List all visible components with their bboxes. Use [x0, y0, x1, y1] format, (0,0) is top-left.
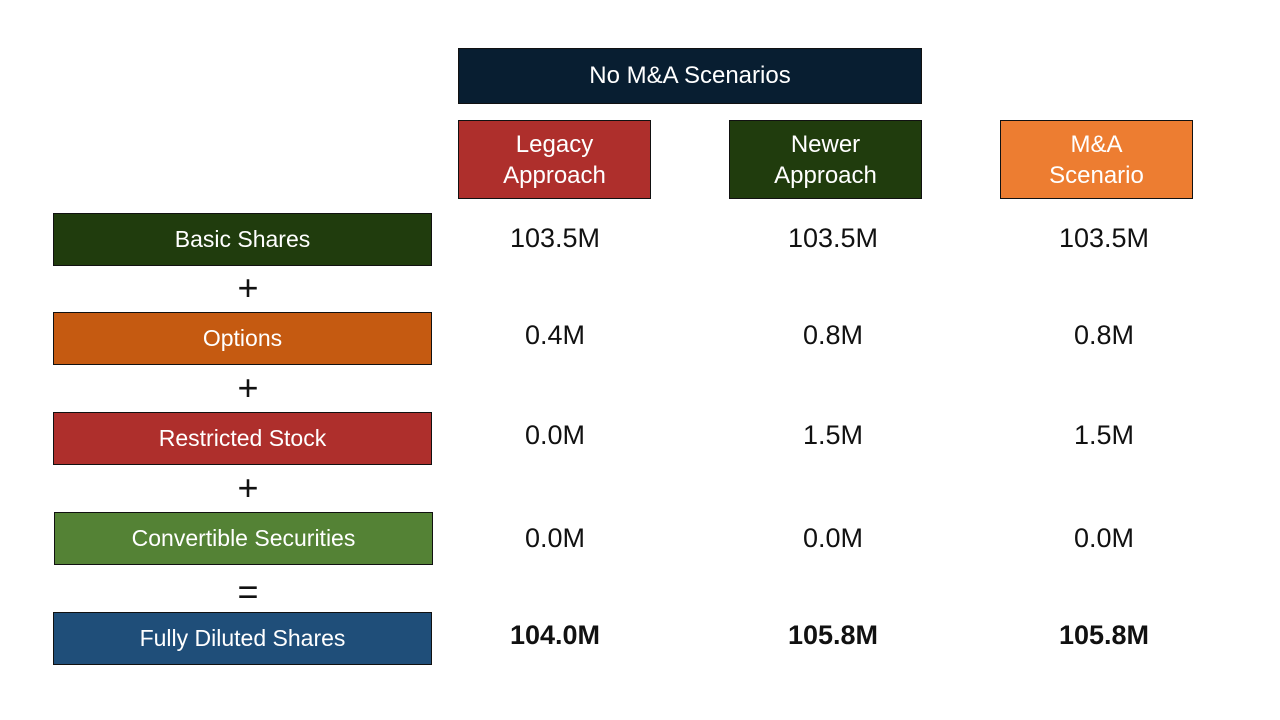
plus-operator: + — [237, 267, 259, 308]
value-cell: 0.0M — [1073, 523, 1135, 553]
column-header-ma: M&A Scenario — [1000, 120, 1193, 199]
plus-operator: + — [237, 367, 259, 408]
value-cell: 103.5M — [787, 223, 879, 253]
value-cell: 1.5M — [802, 420, 864, 450]
row-label-options: Options — [53, 312, 432, 365]
value-cell: 103.5M — [509, 223, 601, 253]
row-label-fully-diluted-shares: Fully Diluted Shares — [53, 612, 432, 665]
value-cell: 0.0M — [802, 523, 864, 553]
value-cell: 1.5M — [1073, 420, 1135, 450]
value-cell: 0.0M — [524, 523, 586, 553]
value-cell: 0.8M — [1073, 320, 1135, 350]
value-cell: 105.8M — [1058, 620, 1150, 650]
value-cell: 0.8M — [802, 320, 864, 350]
column-header-legacy: Legacy Approach — [458, 120, 651, 199]
value-cell: 0.0M — [524, 420, 586, 450]
plus-operator: + — [237, 467, 259, 508]
column-header-newer: Newer Approach — [729, 120, 922, 199]
row-label-restricted-stock: Restricted Stock — [53, 412, 432, 465]
value-cell: 103.5M — [1058, 223, 1150, 253]
value-cell: 104.0M — [509, 620, 601, 650]
value-cell: 105.8M — [787, 620, 879, 650]
no-ma-scenarios-header: No M&A Scenarios — [458, 48, 922, 104]
row-label-convertible-securities: Convertible Securities — [54, 512, 433, 565]
row-label-basic-shares: Basic Shares — [53, 213, 432, 266]
equals-operator: = — [237, 571, 259, 612]
value-cell: 0.4M — [524, 320, 586, 350]
